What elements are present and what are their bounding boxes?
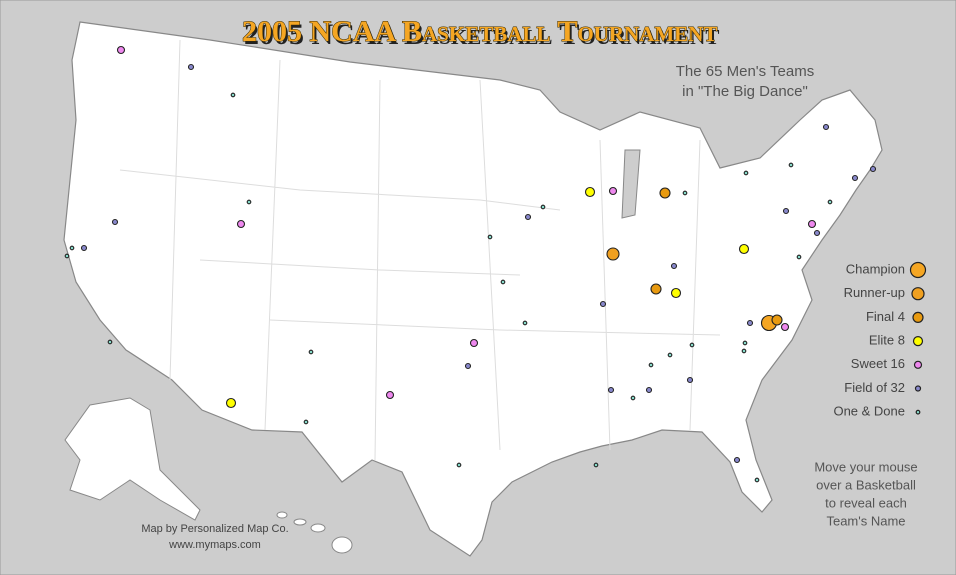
legend: Champion Runner-up Final 4 Elite 8 Sweet 16 F… [833,261,927,419]
team-marker[interactable] [236,219,246,229]
team-marker[interactable] [780,322,790,332]
legend-marker [909,261,927,279]
instruction-line: to reveal each [825,495,907,510]
team-marker[interactable] [593,462,599,468]
team-marker[interactable] [670,287,682,299]
team-marker[interactable] [851,174,859,182]
team-marker[interactable] [796,254,802,260]
legend-label: Sweet 16 [851,356,905,371]
us-outline [63,21,883,557]
team-marker[interactable] [746,319,754,327]
legend-marker [914,385,922,392]
legend-label: Runner-up [844,285,905,300]
alaska [64,397,201,521]
credit: Map by Personalized Map Co. [141,523,288,535]
team-marker[interactable] [606,247,620,261]
team-marker[interactable] [667,352,673,358]
team-marker[interactable] [733,456,741,464]
team-marker[interactable] [743,170,749,176]
team-marker[interactable] [469,338,479,348]
team-marker[interactable] [630,395,636,401]
team-marker[interactable] [116,45,126,55]
team-marker[interactable] [69,245,75,251]
team-marker[interactable] [869,165,877,173]
legend-marker [911,287,925,301]
team-marker[interactable] [607,386,615,394]
team-marker[interactable] [608,186,618,196]
legend-marker [913,360,923,369]
team-marker[interactable] [522,320,528,326]
team-marker[interactable] [782,207,790,215]
team-marker[interactable] [500,279,506,285]
team-marker[interactable] [686,376,694,384]
legend-label: One & Done [833,404,905,419]
instructions: Move your mouse over a Basketball to revea… [814,459,917,528]
legend-label: Champion [846,261,905,276]
team-marker[interactable] [107,339,113,345]
team-marker[interactable] [645,386,653,394]
team-marker[interactable] [807,219,817,229]
team-marker[interactable] [648,362,654,368]
title-shadow: 2005 NCAA Basketball Tournament [244,18,719,51]
team-marker[interactable] [771,314,783,326]
legend-label: Elite 8 [869,333,905,348]
instruction-line: Move your mouse [814,459,917,474]
team-marker[interactable] [464,362,472,370]
team-marker[interactable] [187,63,195,71]
title: 2005 NCAA Basketball Tournament [242,15,717,48]
team-marker[interactable] [741,348,747,354]
hawaii [276,511,353,554]
team-marker[interactable] [822,123,830,131]
team-marker[interactable] [689,342,695,348]
team-marker[interactable] [303,419,309,425]
subtitle: The 65 Men's Teams [676,63,815,80]
team-marker[interactable] [111,218,119,226]
legend-marker [912,336,924,347]
team-marker[interactable] [456,462,462,468]
state-lines [119,39,721,461]
team-marker[interactable] [682,190,688,196]
legend-marker [915,409,921,415]
team-marker[interactable] [738,243,750,255]
team-marker[interactable] [524,213,532,221]
credit: www.mymaps.com [168,539,261,551]
team-marker[interactable] [788,162,794,168]
team-marker[interactable] [754,477,760,483]
team-marker[interactable] [742,340,748,346]
legend-label: Final 4 [866,309,905,324]
team-markers [64,45,877,483]
team-marker[interactable] [584,186,596,198]
team-marker[interactable] [650,283,662,295]
team-marker[interactable] [385,390,395,400]
team-marker[interactable] [487,234,493,240]
team-marker[interactable] [225,397,237,409]
subtitle: in "The Big Dance" [682,83,808,100]
team-marker[interactable] [246,199,252,205]
team-marker[interactable] [827,199,833,205]
team-marker[interactable] [599,300,607,308]
legend-marker [912,311,924,323]
instruction-line: Team's Name [826,513,905,528]
team-marker[interactable] [308,349,314,355]
legend-label: Field of 32 [844,380,905,395]
team-marker[interactable] [80,244,88,252]
instruction-line: over a Basketball [816,477,916,492]
team-marker[interactable] [64,253,70,259]
team-marker[interactable] [230,92,236,98]
team-marker[interactable] [659,187,671,199]
team-marker[interactable] [670,262,678,270]
team-marker[interactable] [540,204,546,210]
team-marker[interactable] [813,229,821,237]
great-lakes [621,149,641,219]
